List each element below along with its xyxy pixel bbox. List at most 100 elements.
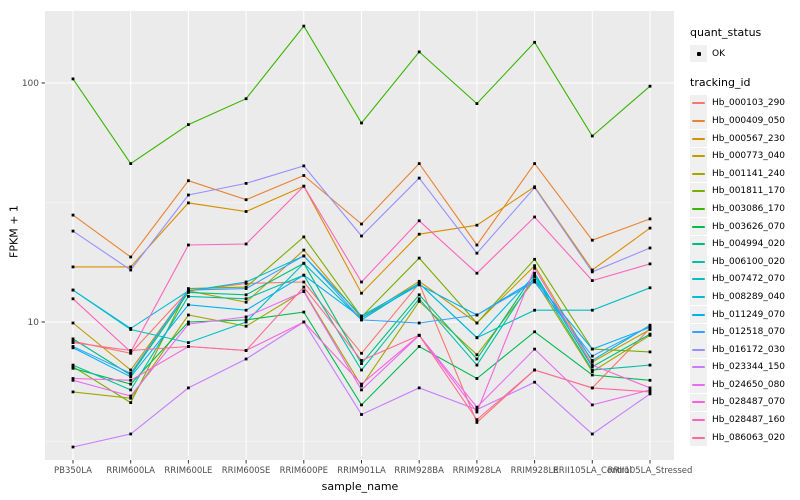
data-point [475, 357, 479, 361]
data-point [417, 232, 421, 236]
data-point [475, 421, 479, 424]
legend-line-icon [692, 419, 705, 422]
data-point [475, 271, 479, 275]
data-point [590, 360, 594, 364]
data-point [590, 347, 594, 351]
data-point [129, 382, 133, 386]
data-point [244, 97, 248, 101]
legend-item: Hb_008289_040 [690, 288, 798, 306]
legend-line-icon [692, 295, 705, 298]
data-point [187, 243, 190, 247]
data-point [244, 287, 248, 290]
legend-item-label: Hb_028487_070 [712, 397, 786, 408]
legend-line-icon [692, 243, 705, 246]
legend-item-label: Hb_006100_020 [712, 256, 786, 267]
legend-item-label: Hb_003626_070 [712, 221, 786, 232]
data-point [129, 349, 133, 352]
data-point [417, 176, 421, 180]
data-point [129, 162, 133, 165]
data-point [244, 349, 248, 352]
legend-key-swatch [690, 165, 707, 183]
data-point [648, 262, 652, 266]
legend-key-swatch [690, 200, 707, 218]
data-point [648, 390, 652, 394]
data-point [187, 386, 190, 390]
legend-item: Hb_000103_290 [690, 94, 798, 113]
data-point [244, 182, 248, 185]
data-point [590, 386, 594, 390]
data-point [244, 308, 248, 312]
data-point [648, 324, 652, 328]
data-point [533, 278, 536, 282]
data-point [71, 321, 75, 325]
data-point [129, 388, 133, 392]
legend-item-label: Hb_000409_050 [712, 115, 786, 126]
x-tick-label: RRIM600SE [222, 466, 271, 476]
data-point [360, 384, 363, 388]
legend-item-label: Hb_000567_230 [712, 133, 786, 144]
data-point [71, 390, 75, 394]
data-point [244, 280, 248, 284]
legend-key-swatch [690, 112, 707, 130]
data-point [648, 378, 652, 382]
data-point [71, 229, 75, 233]
x-tick-label: RRII105LA_Stressed [608, 466, 693, 476]
data-point [475, 313, 479, 317]
data-point [533, 280, 536, 284]
data-point [187, 123, 190, 126]
legend-item: Hb_006100_020 [690, 253, 798, 271]
data-point [129, 378, 133, 382]
data-point [417, 219, 421, 223]
data-point [648, 246, 652, 250]
data-point [244, 210, 248, 213]
data-point [590, 308, 594, 312]
data-point [360, 388, 363, 392]
data-point [71, 345, 75, 348]
data-point [475, 243, 479, 247]
y-axis-title: FPKM + 1 [7, 205, 21, 258]
data-point [475, 102, 479, 105]
legend-entries: Hb_000103_290 Hb_000409_050 Hb_000567_230 H… [690, 94, 798, 447]
data-point [129, 327, 133, 330]
data-point [129, 375, 133, 379]
legend-item: Hb_000773_040 [690, 147, 798, 165]
data-point [590, 370, 594, 373]
legend-key-swatch [690, 341, 707, 359]
data-point [533, 380, 536, 384]
legend-line-icon [692, 278, 705, 281]
data-point [590, 279, 594, 282]
x-tick-label: RRIM600PE [280, 466, 328, 476]
data-point [187, 322, 190, 326]
data-point [129, 368, 133, 372]
legend-title-tracking-id: tracking_id [690, 75, 751, 89]
data-point [129, 394, 133, 398]
data-point [590, 268, 594, 272]
legend-item-label: Hb_023344_150 [712, 362, 786, 373]
data-point [244, 318, 248, 322]
legend-key-swatch [690, 45, 707, 63]
data-point [533, 308, 536, 312]
data-point [417, 297, 421, 301]
legend-key-swatch [690, 218, 707, 236]
legend: quant_status OK tracking_id Hb_000103_29… [690, 26, 798, 447]
legend-key-swatch [690, 411, 707, 429]
data-point [302, 235, 306, 239]
data-point [71, 378, 75, 382]
legend-key-swatch [690, 393, 707, 411]
data-point [360, 318, 363, 322]
data-point [417, 282, 421, 285]
legend-line-icon [692, 190, 705, 193]
data-point [648, 226, 652, 230]
legend-line-icon [692, 260, 705, 263]
x-tick-label: RRIM901LA [337, 466, 386, 476]
data-point [187, 291, 190, 294]
legend-item: Hb_011249_070 [690, 306, 798, 324]
data-point [590, 363, 594, 367]
data-point [475, 353, 479, 357]
legend-key-swatch [690, 130, 707, 148]
x-tick-label: RRIM928LE [511, 466, 559, 476]
data-point [475, 410, 479, 414]
legend-line-icon [692, 102, 705, 105]
legend-key-swatch [690, 253, 707, 271]
data-point [360, 291, 363, 295]
